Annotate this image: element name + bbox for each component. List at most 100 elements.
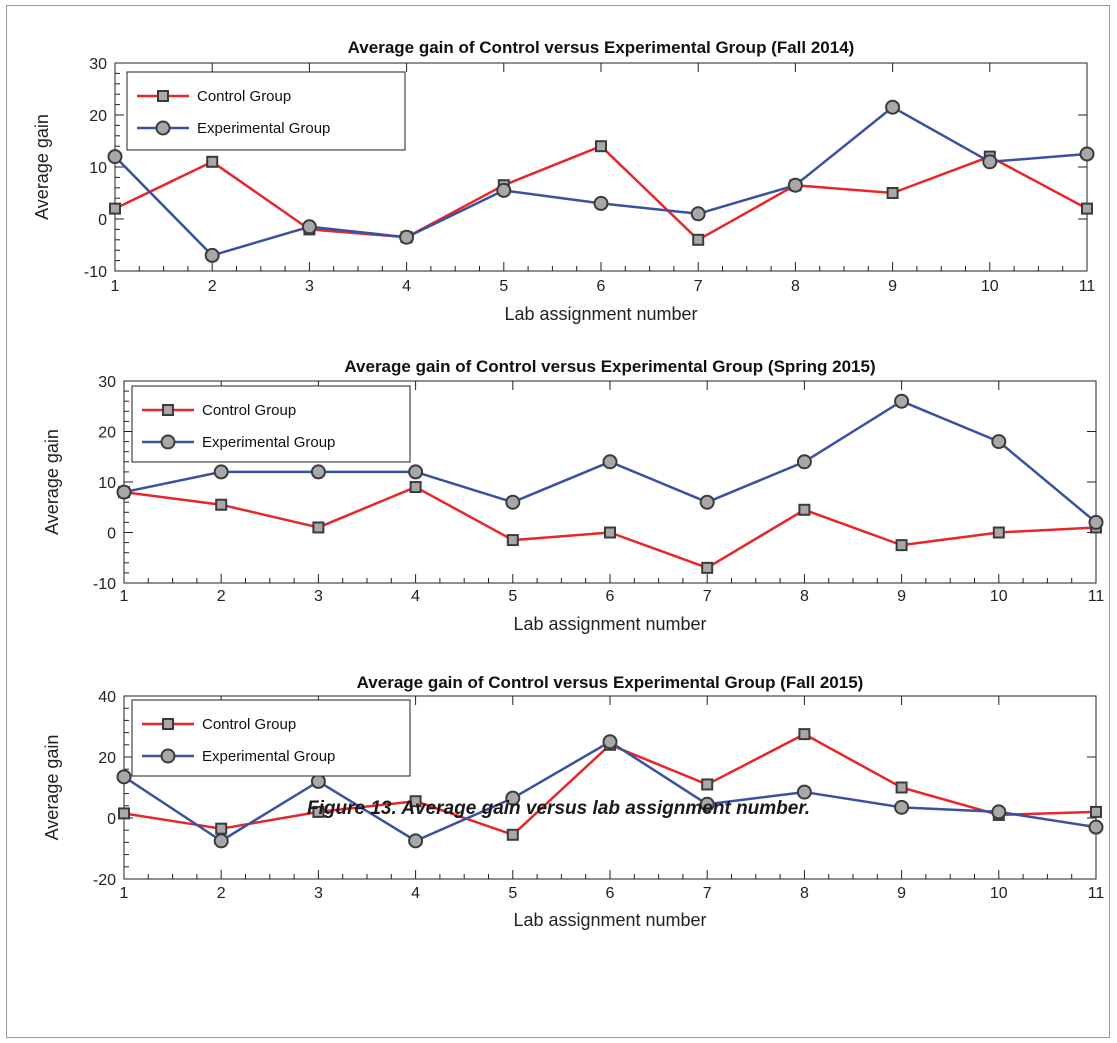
x-tick-label: 2 bbox=[208, 278, 217, 295]
experimental-point bbox=[796, 784, 812, 800]
control-point bbox=[409, 481, 422, 494]
control-point bbox=[506, 534, 519, 547]
x-tick-label: 5 bbox=[508, 885, 517, 902]
x-tick-label: 7 bbox=[703, 885, 712, 902]
legend-circle-marker bbox=[160, 748, 176, 764]
experimental-point bbox=[982, 154, 998, 170]
control-point bbox=[109, 202, 121, 215]
experimental-point bbox=[593, 195, 609, 211]
x-tick-label: 1 bbox=[120, 885, 129, 902]
y-tick-label: 10 bbox=[98, 475, 116, 492]
control-point bbox=[798, 728, 811, 741]
x-tick-label: 11 bbox=[1088, 885, 1105, 902]
chart-title: Average gain of Control versus Experimen… bbox=[357, 673, 864, 692]
experimental-point bbox=[1088, 819, 1104, 835]
control-point bbox=[1090, 805, 1102, 818]
x-tick-label: 5 bbox=[499, 278, 508, 295]
control-point bbox=[506, 828, 519, 841]
x-tick-label: 8 bbox=[800, 885, 809, 902]
x-tick-label: 9 bbox=[897, 588, 906, 605]
legend-circle-marker bbox=[155, 120, 171, 136]
experimental-point bbox=[301, 219, 317, 235]
y-tick-label: 20 bbox=[98, 425, 116, 442]
y-tick-label: 10 bbox=[89, 160, 107, 177]
experimental-point bbox=[885, 99, 901, 115]
x-tick-label: 10 bbox=[981, 278, 999, 295]
x-tick-label: 4 bbox=[411, 885, 420, 902]
control-point bbox=[701, 561, 714, 574]
x-tick-label: 2 bbox=[217, 588, 226, 605]
y-axis-label: Average gain bbox=[32, 114, 52, 220]
legend-entry-experimental: Experimental Group bbox=[202, 434, 335, 451]
experimental-point bbox=[496, 182, 512, 198]
x-tick-label: 6 bbox=[597, 278, 606, 295]
experimental-point bbox=[116, 484, 132, 500]
x-tick-label: 8 bbox=[800, 588, 809, 605]
y-tick-label: 30 bbox=[98, 374, 116, 391]
x-tick-label: 5 bbox=[508, 588, 517, 605]
experimental-point bbox=[699, 796, 715, 812]
control-point bbox=[215, 822, 228, 835]
x-axis-label: Lab assignment number bbox=[513, 910, 706, 930]
control-point bbox=[312, 521, 325, 534]
experimental-point bbox=[505, 494, 521, 510]
legend-entry-control: Control Group bbox=[197, 88, 291, 105]
control-point bbox=[312, 805, 325, 818]
y-tick-label: 30 bbox=[89, 56, 107, 73]
x-axis-label: Lab assignment number bbox=[504, 304, 697, 324]
experimental-point bbox=[116, 769, 132, 785]
experimental-point bbox=[602, 454, 618, 470]
y-tick-label: -20 bbox=[93, 872, 116, 889]
x-tick-label: 6 bbox=[606, 588, 615, 605]
experimental-point bbox=[991, 804, 1007, 820]
experimental-point bbox=[204, 247, 220, 263]
y-axis-label: Average gain bbox=[42, 429, 62, 535]
control-point bbox=[886, 187, 899, 199]
experimental-point bbox=[991, 434, 1007, 450]
x-tick-label: 1 bbox=[111, 278, 120, 295]
y-tick-label: 0 bbox=[107, 811, 116, 828]
control-point bbox=[206, 155, 219, 168]
experimental-point bbox=[894, 799, 910, 815]
x-tick-label: 4 bbox=[402, 278, 411, 295]
y-axis-label: Average gain bbox=[42, 735, 62, 841]
chart-title: Average gain of Control versus Experimen… bbox=[348, 38, 855, 57]
control-point bbox=[798, 503, 811, 516]
x-tick-label: 2 bbox=[217, 885, 226, 902]
control-point bbox=[118, 807, 130, 820]
control-point bbox=[692, 233, 705, 246]
x-tick-label: 10 bbox=[990, 885, 1008, 902]
control-point bbox=[409, 795, 422, 808]
experimental-point bbox=[213, 833, 229, 849]
chart-2: Average gain of Control versus Experimen… bbox=[42, 357, 1104, 634]
x-tick-label: 3 bbox=[314, 885, 323, 902]
x-tick-label: 4 bbox=[411, 588, 420, 605]
control-point bbox=[895, 539, 908, 552]
x-tick-label: 1 bbox=[120, 588, 129, 605]
x-tick-label: 11 bbox=[1079, 278, 1096, 295]
x-tick-label: 3 bbox=[314, 588, 323, 605]
y-tick-label: 40 bbox=[98, 689, 116, 706]
x-tick-label: 9 bbox=[888, 278, 897, 295]
x-tick-label: 8 bbox=[791, 278, 800, 295]
chart-1: Average gain of Control versus Experimen… bbox=[32, 38, 1095, 324]
control-point bbox=[992, 526, 1005, 539]
legend-box bbox=[131, 385, 411, 463]
experimental-point bbox=[310, 773, 326, 789]
experimental-point bbox=[1088, 514, 1104, 530]
experimental-point bbox=[310, 464, 326, 480]
legend-box bbox=[131, 699, 411, 777]
experimental-point bbox=[787, 177, 803, 193]
control-point bbox=[701, 778, 714, 791]
experimental-point bbox=[213, 464, 229, 480]
experimental-point bbox=[408, 833, 424, 849]
x-tick-label: 9 bbox=[897, 885, 906, 902]
x-tick-label: 10 bbox=[990, 588, 1008, 605]
x-tick-label: 6 bbox=[606, 885, 615, 902]
experimental-point bbox=[796, 454, 812, 470]
experimental-point bbox=[894, 393, 910, 409]
legend-entry-experimental: Experimental Group bbox=[202, 748, 335, 765]
experimental-point bbox=[1079, 146, 1095, 162]
experimental-point bbox=[602, 734, 618, 750]
